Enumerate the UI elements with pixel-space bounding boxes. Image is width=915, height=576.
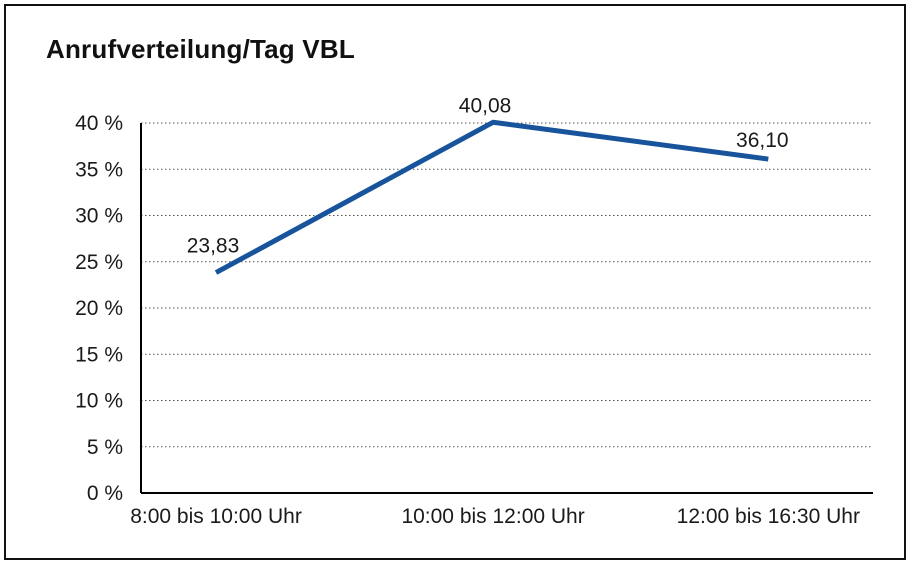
data-point-label: 36,10	[736, 129, 789, 152]
y-tick-label: 10 %	[75, 390, 123, 413]
x-category-label: 8:00 bis 10:00 Uhr	[130, 505, 302, 528]
chart-frame: Anrufverteilung/Tag VBL	[4, 4, 906, 560]
y-tick-label: 0 %	[87, 482, 123, 505]
y-tick-label: 20 %	[75, 297, 123, 320]
y-tick-label: 15 %	[75, 343, 123, 366]
y-tick-label: 40 %	[75, 112, 123, 135]
data-point-label: 40,08	[459, 94, 512, 117]
y-tick-label: 25 %	[75, 251, 123, 274]
y-tick-label: 35 %	[75, 158, 123, 181]
x-category-label: 12:00 bis 16:30 Uhr	[677, 505, 860, 528]
chart-title: Anrufverteilung/Tag VBL	[46, 34, 355, 64]
y-tick-label: 5 %	[87, 436, 123, 459]
data-line	[214, 119, 769, 275]
data-point-label: 23,83	[187, 235, 240, 258]
x-category-label: 10:00 bis 12:00 Uhr	[401, 505, 584, 528]
y-tick-label: 30 %	[75, 205, 123, 228]
